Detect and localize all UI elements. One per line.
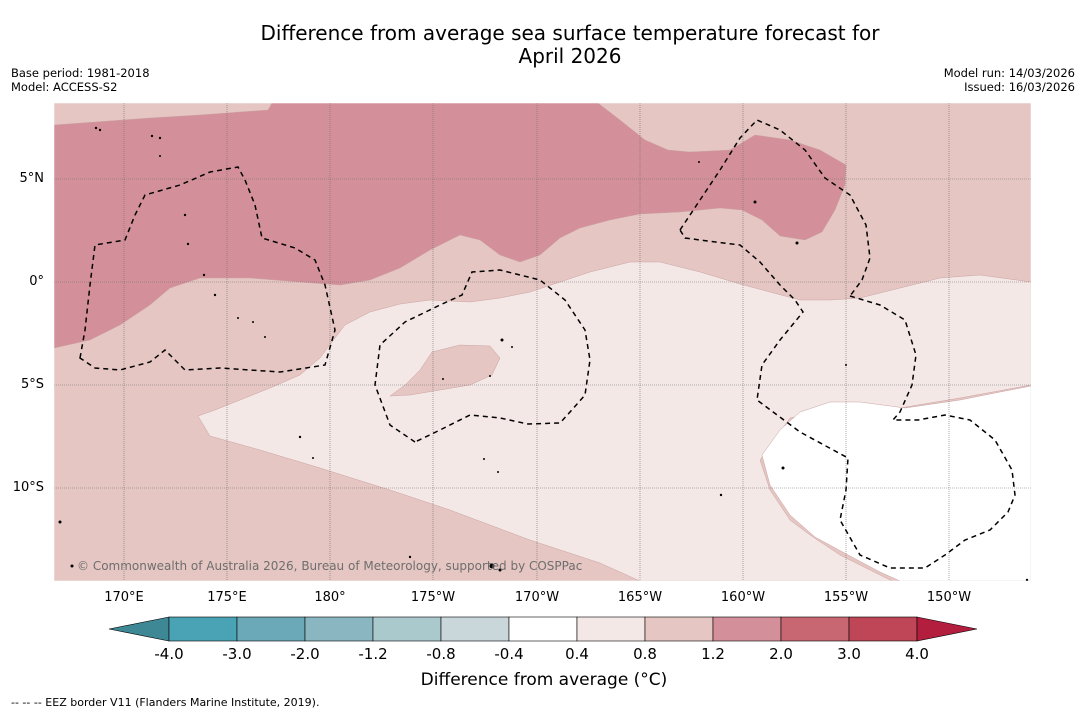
colorbar-tick-label: 0.4 xyxy=(565,645,589,663)
eez-footnote: -- -- -- EEZ border V11 (Flanders Marine… xyxy=(11,696,320,709)
latitude-label: 10°S xyxy=(12,480,44,495)
longitude-label: 165°W xyxy=(617,590,663,605)
longitude-label: 175°W xyxy=(410,590,456,605)
colorbar-tick-label: -4.0 xyxy=(154,645,184,663)
longitude-label: 150°W xyxy=(926,590,972,605)
colorbar-title: Difference from average (°C) xyxy=(420,670,668,690)
colorbar-tick-label: 1.2 xyxy=(701,645,725,663)
colorbar-tick-label: -1.2 xyxy=(358,645,388,663)
meta-right: Model run: 14/03/2026 Issued: 16/03/2026 xyxy=(944,66,1075,94)
title-line-2: April 2026 xyxy=(518,44,622,68)
longitude-label: 170°W xyxy=(514,590,560,605)
colorbar-tick-label: 2.0 xyxy=(769,645,793,663)
eez-border-central xyxy=(374,269,591,443)
chart-title: Difference from average sea surface temp… xyxy=(0,22,1085,68)
islands xyxy=(58,126,1029,581)
anomaly-band-neutral xyxy=(761,385,1031,581)
eez-border-west xyxy=(79,166,336,373)
latitude-label: 0° xyxy=(29,274,44,289)
anomaly-band-0-4-0-8 xyxy=(197,261,1031,581)
longitude-label: 175°E xyxy=(207,590,247,605)
colorbar-tick-label: -0.4 xyxy=(494,645,524,663)
colorbar-tick-label: -0.8 xyxy=(426,645,456,663)
copyright-notice: © Commonwealth of Australia 2026, Bureau… xyxy=(77,559,583,573)
meta-left: Base period: 1981-2018 Model: ACCESS-S2 xyxy=(11,66,150,94)
eez-border-east xyxy=(679,119,871,297)
anomaly-band-1-2-2-0-north xyxy=(54,103,847,349)
latitude-label: 5°S xyxy=(20,377,44,392)
eez-border-east-south xyxy=(679,229,1016,569)
longitude-label: 155°W xyxy=(823,590,869,605)
colorbar-tick-label: 4.0 xyxy=(905,645,929,663)
map-shading xyxy=(54,103,1031,581)
model-name: Model: ACCESS-S2 xyxy=(11,80,118,94)
colorbar-tick-label: 3.0 xyxy=(837,645,861,663)
map-frame xyxy=(53,102,1032,582)
latitude-label: 5°N xyxy=(19,171,45,186)
colorbar-tick-label: -2.0 xyxy=(290,645,320,663)
base-period: Base period: 1981-2018 xyxy=(11,66,150,80)
longitude-label: 160°W xyxy=(720,590,766,605)
issued-date: Issued: 16/03/2026 xyxy=(964,80,1075,94)
longitude-label: 180° xyxy=(314,590,346,605)
anomaly-band-0-8-1-2-blob xyxy=(389,344,501,397)
title-line-1: Difference from average sea surface temp… xyxy=(260,21,880,45)
longitude-label: 170°E xyxy=(104,590,144,605)
eez-borders xyxy=(79,119,1016,569)
model-run: Model run: 14/03/2026 xyxy=(943,66,1075,80)
colorbar-tick-label: -3.0 xyxy=(222,645,252,663)
colorbar-tick-label: 0.8 xyxy=(633,645,657,663)
